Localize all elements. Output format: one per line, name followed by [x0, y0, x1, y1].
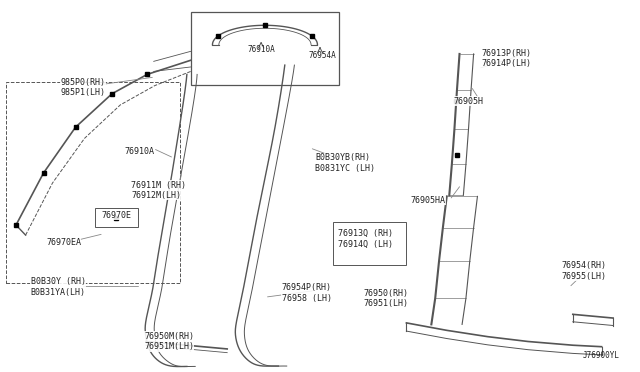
Text: 76950(RH)
76951(LH): 76950(RH) 76951(LH) — [364, 289, 408, 308]
Text: J76900YL: J76900YL — [582, 351, 620, 360]
Text: 76970EA: 76970EA — [46, 238, 81, 247]
Text: 985P0(RH)
985P1(LH): 985P0(RH) 985P1(LH) — [61, 78, 106, 97]
Text: 76954(RH)
76955(LH): 76954(RH) 76955(LH) — [562, 261, 607, 280]
Text: 76950M(RH)
76951M(LH): 76950M(RH) 76951M(LH) — [144, 332, 194, 351]
Text: B0B30YB(RH)
B0831YC (LH): B0B30YB(RH) B0831YC (LH) — [315, 153, 375, 173]
Text: 76954P(RH)
76958 (LH): 76954P(RH) 76958 (LH) — [282, 283, 332, 303]
FancyBboxPatch shape — [95, 208, 138, 227]
Text: 76913P(RH)
76914P(LH): 76913P(RH) 76914P(LH) — [481, 49, 531, 68]
FancyBboxPatch shape — [191, 12, 339, 85]
Text: 76970E: 76970E — [101, 211, 131, 219]
Text: B0B30Y (RH)
B0B31YA(LH): B0B30Y (RH) B0B31YA(LH) — [31, 278, 86, 297]
Text: 76910A: 76910A — [247, 45, 275, 54]
Text: 76905H: 76905H — [453, 97, 483, 106]
Text: 76954A: 76954A — [308, 51, 336, 60]
FancyBboxPatch shape — [333, 222, 406, 265]
Text: 76910A: 76910A — [125, 147, 155, 156]
Text: 76913Q (RH)
76914Q (LH): 76913Q (RH) 76914Q (LH) — [338, 229, 393, 248]
Text: 76911M (RH)
76912M(LH): 76911M (RH) 76912M(LH) — [131, 181, 186, 200]
Text: 76905HA: 76905HA — [411, 196, 446, 205]
